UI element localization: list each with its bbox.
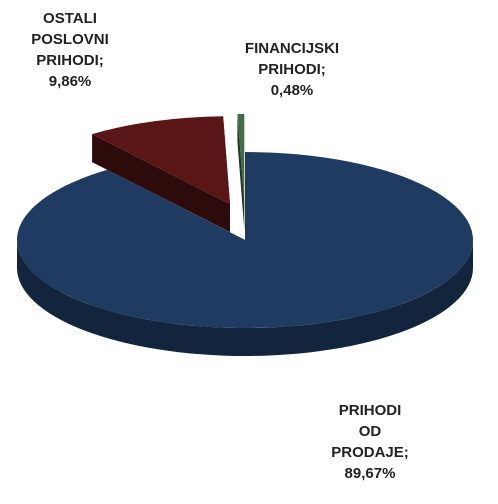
category-label: FINANCIJSKI PRIHODI; bbox=[244, 40, 340, 78]
value-label: 89,67% bbox=[344, 465, 396, 482]
slice-wall bbox=[92, 134, 230, 233]
category-label: OSTALI POSLOVNI PRIHODI; bbox=[31, 10, 109, 69]
value-label: 0,48% bbox=[270, 82, 314, 99]
data-label: FINANCIJSKI PRIHODI; 0,48% bbox=[245, 38, 339, 101]
data-label: PRIHODI OD PRODAJE; 89,67% bbox=[331, 400, 409, 484]
value-label: 9,86% bbox=[48, 73, 92, 90]
category-label: PRIHODI OD PRODAJE; bbox=[331, 402, 409, 461]
slice bbox=[237, 114, 245, 203]
slice bbox=[16, 152, 474, 329]
data-label: OSTALI POSLOVNI PRIHODI; 9,86% bbox=[31, 8, 109, 92]
slice-wall bbox=[237, 114, 245, 231]
slice bbox=[92, 116, 230, 205]
slice-side bbox=[17, 240, 473, 356]
